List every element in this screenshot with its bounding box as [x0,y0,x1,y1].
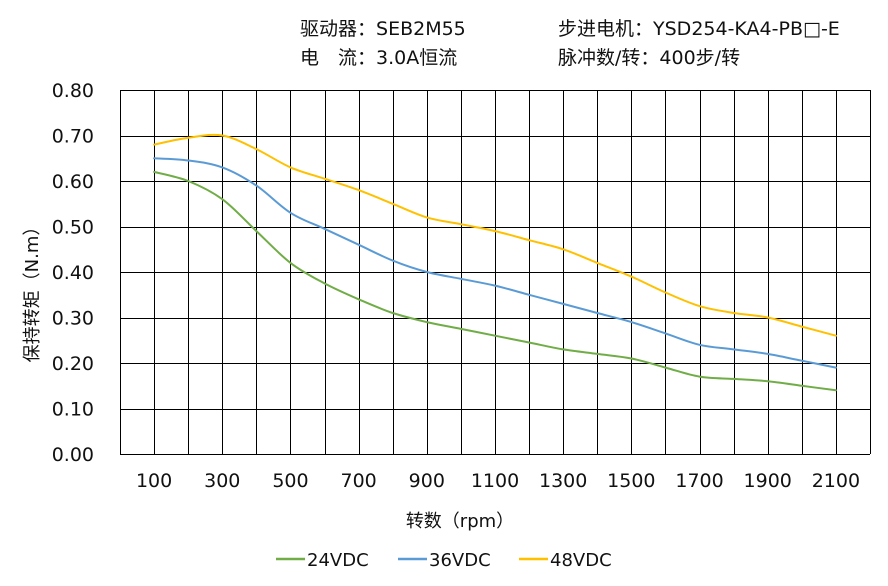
driver-info: 驱动器：SEB2M55 [300,14,466,41]
y-tick-label: 0.10 [52,399,94,421]
series-line-24vdc [153,170,837,392]
pulse-info: 脉冲数/转：400步/转 [558,43,740,70]
y-tick-label: 0.30 [52,308,94,330]
current-label: 电 流： [300,47,377,69]
series-line-48vdc [153,133,837,337]
motor-info: 步进电机：YSD254-KA4-PB□-E [558,14,840,41]
y-axis-title: 保持转矩（N.m） [22,218,43,363]
x-tick-label: 1100 [471,470,519,492]
x-axis-title: 转数（rpm） [406,511,514,532]
x-tick-label: 1900 [744,470,792,492]
driver-label: 驱动器： [300,18,377,40]
pulse-label: 脉冲数/转： [558,47,660,69]
legend: 24VDC 36VDC 48VDC [276,550,612,571]
grid-lines [120,90,871,455]
x-tick-label: 900 [409,470,445,492]
legend-label: 24VDC [307,550,369,571]
x-tick-label: 1500 [607,470,655,492]
x-tick-label: 100 [136,470,172,492]
y-tick-label: 0.80 [52,80,94,102]
legend-label: 48VDC [550,550,612,571]
x-tick-label: 2100 [812,470,860,492]
legend-label: 36VDC [429,550,491,571]
x-tick-label: 500 [272,470,308,492]
y-tick-label: 0.20 [52,353,94,375]
y-tick-label: 0.40 [52,262,94,284]
y-tick-label: 0.60 [52,171,94,193]
motor-label: 步进电机： [558,18,654,40]
pulse-value: 400步/转 [659,47,741,69]
y-tick-labels: 0.00 0.10 0.20 0.30 0.40 0.50 0.60 0.70 0.80 [52,80,94,466]
x-tick-label: 1700 [675,470,723,492]
y-tick-label: 0.50 [52,217,94,239]
x-tick-labels: 100 300 500 700 900 1100 1300 1500 1700 1900 2100 [136,470,860,492]
series-line-36vdc [153,157,837,369]
x-tick-label: 300 [204,470,240,492]
series-lines [153,133,837,392]
current-info: 电 流：3.0A恒流 [300,43,457,70]
y-tick-label: 0.00 [52,444,94,466]
x-tick-label: 1300 [539,470,587,492]
current-value: 3.0A恒流 [376,47,458,69]
motor-value: YSD254-KA4-PB□-E [653,18,840,40]
driver-value: SEB2M55 [376,18,466,40]
x-tick-label: 700 [341,470,377,492]
y-tick-label: 0.70 [52,126,94,148]
